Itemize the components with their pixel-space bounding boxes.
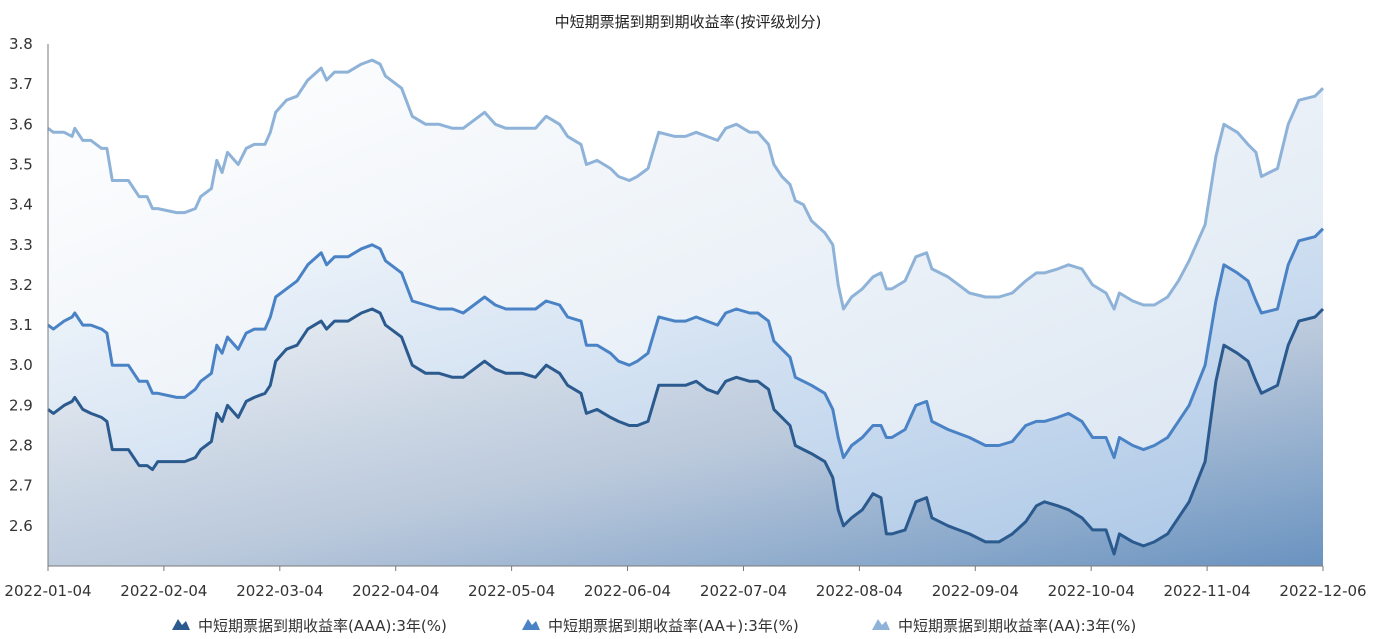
x-tick-label: 2022-03-04 [236, 582, 323, 600]
y-tick-label: 2.7 [9, 477, 33, 495]
y-tick-label: 3.6 [9, 115, 33, 133]
chart-title: 中短期票据到期到期收益率(按评级划分) [555, 13, 822, 31]
legend-marker [522, 619, 540, 630]
x-axis-ticks: 2022-01-04 2022-02-04 2022-03-04 2022-04-04… [4, 566, 1367, 600]
y-tick-label: 3.3 [9, 236, 33, 254]
legend-marker [172, 619, 190, 630]
legend: 中短期票据到期收益率(AAA):3年(%) 中短期票据到期收益率(AA+):3年(… [172, 617, 1136, 635]
series-line-aa [47, 58, 1325, 311]
series-line-aaa [47, 307, 1325, 556]
y-tick-label: 2.6 [9, 517, 33, 535]
x-tick-label: 2022-06-04 [584, 582, 671, 600]
area-fills [48, 60, 1323, 566]
x-tick-label: 2022-05-04 [468, 582, 555, 600]
y-tick-label: 3.0 [9, 356, 33, 374]
y-axis-ticks: 2.6 2.7 2.8 2.9 3.0 3.1 3.2 3.3 3.4 3.5 3.6 3.7 3.8 [9, 35, 33, 535]
y-tick-label: 3.5 [9, 156, 33, 174]
y-tick-label: 3.7 [9, 75, 33, 93]
x-tick-label: 2022-07-04 [700, 582, 787, 600]
legend-label: 中短期票据到期收益率(AAA):3年(%) [198, 617, 447, 635]
y-tick-label: 3.8 [9, 35, 33, 53]
y-tick-label: 2.9 [9, 396, 33, 414]
area-aaa [48, 309, 1323, 566]
y-tick-label: 3.1 [9, 316, 33, 334]
y-tick-label: 2.8 [9, 437, 33, 455]
legend-label: 中短期票据到期收益率(AA+):3年(%) [548, 617, 799, 635]
y-tick-label: 3.2 [9, 276, 33, 294]
x-tick-label: 2022-02-04 [120, 582, 207, 600]
legend-marker [872, 619, 890, 630]
x-tick-label: 2022-09-04 [932, 582, 1019, 600]
legend-label: 中短期票据到期收益率(AA):3年(%) [898, 617, 1136, 635]
x-tick-label: 2022-10-04 [1048, 582, 1135, 600]
x-tick-label: 2022-04-04 [352, 582, 439, 600]
x-tick-label: 2022-01-04 [4, 582, 91, 600]
x-tick-label: 2022-08-04 [816, 582, 903, 600]
series-lines [47, 58, 1325, 556]
series-line-aa-plus [47, 227, 1325, 460]
x-tick-label: 2022-12-06 [1279, 582, 1366, 600]
y-tick-label: 3.4 [9, 196, 33, 214]
x-tick-label: 2022-11-04 [1164, 582, 1251, 600]
